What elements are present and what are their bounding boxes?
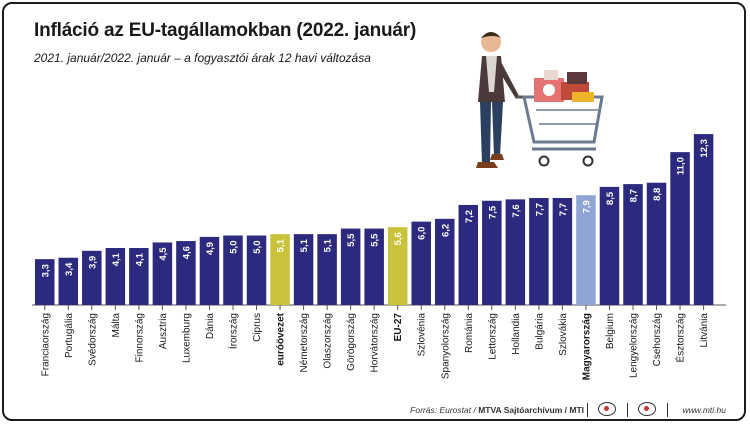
category-label: euróövezet xyxy=(276,312,287,365)
bar xyxy=(670,152,690,305)
category-label: Szlovákia xyxy=(558,313,569,356)
chart-title: Infláció az EU-tagállamokban (2022. janu… xyxy=(34,20,417,41)
bar-value-label: 4,1 xyxy=(134,252,145,266)
category-label: Írország xyxy=(226,313,239,349)
category-label: Horvátország xyxy=(370,313,381,372)
category-label: Franciaország xyxy=(40,313,51,376)
mti-logo-icon xyxy=(638,402,656,416)
bar-value-label: 8,8 xyxy=(652,188,663,201)
bar-value-label: 8,7 xyxy=(629,189,640,202)
category-label: Ausztria xyxy=(158,313,169,350)
mtva-logo-icon xyxy=(598,402,616,416)
bar xyxy=(529,197,549,305)
category-label: Lettország xyxy=(487,313,498,360)
bar xyxy=(482,200,502,305)
source-text: Forrás: Eurostat / MTVA Sajtóarchívum / … xyxy=(410,405,584,415)
chart-frame: Infláció az EU-tagállamokban (2022. janu… xyxy=(2,2,746,421)
shopper-with-cart-illustration xyxy=(476,32,604,168)
bar xyxy=(458,204,479,305)
bar-value-label: 4,9 xyxy=(205,242,216,255)
bar xyxy=(176,241,196,305)
bar xyxy=(646,182,667,305)
bar xyxy=(552,197,573,305)
bar-value-label: 7,5 xyxy=(487,205,498,219)
category-label: Finnország xyxy=(134,313,145,362)
bar xyxy=(599,186,620,306)
bar-value-label: 5,5 xyxy=(370,233,381,247)
category-label: Észtország xyxy=(674,313,687,362)
bar xyxy=(340,228,361,305)
category-label: Németország xyxy=(299,313,310,372)
bar xyxy=(246,235,267,305)
bar xyxy=(293,234,314,305)
bar xyxy=(223,235,243,305)
bar xyxy=(576,195,596,305)
category-label: Szlovénia xyxy=(417,313,428,357)
bar-value-label: 7,7 xyxy=(558,203,569,216)
chart-subtitle: 2021. január/2022. január – a fogyasztói… xyxy=(34,51,371,65)
bar xyxy=(623,184,643,305)
category-label: Svédország xyxy=(87,313,98,366)
bar-value-label: 11,0 xyxy=(676,157,687,175)
bar xyxy=(364,228,384,305)
bar-value-label: 5,1 xyxy=(276,238,287,252)
bar xyxy=(129,248,149,305)
category-label: EU-27 xyxy=(393,313,404,342)
bar-value-label: 6,0 xyxy=(417,227,428,240)
bar-value-label: 4,1 xyxy=(111,252,122,266)
bar-value-label: 3,3 xyxy=(40,264,51,277)
bar xyxy=(152,242,173,305)
bar xyxy=(270,234,290,305)
category-label: Csehország xyxy=(652,313,663,366)
category-label: Hollandia xyxy=(511,313,522,355)
footer: Forrás: Eurostat / MTVA Sajtóarchívum / … xyxy=(4,400,744,419)
bar xyxy=(35,259,55,305)
bar xyxy=(199,236,220,305)
category-label: Ciprus xyxy=(252,313,263,342)
bar xyxy=(693,134,714,305)
shopper-head-icon xyxy=(481,32,501,52)
bars-group: 3,3 Franciaország 3,4 Portugália 3,9 Svédorsz… xyxy=(32,134,726,380)
category-label: Litvánia xyxy=(699,313,710,348)
bar-value-label: 5,6 xyxy=(393,232,404,245)
bar-value-label: 4,6 xyxy=(181,246,192,259)
bar-value-label: 3,4 xyxy=(64,262,75,276)
bar xyxy=(82,250,102,305)
bar-value-label: 3,9 xyxy=(87,256,98,269)
category-label: Portugália xyxy=(64,313,75,358)
category-label: Bulgária xyxy=(534,313,545,350)
bar-value-label: 7,2 xyxy=(464,210,475,223)
bar xyxy=(505,199,526,305)
bar-value-label: 5,0 xyxy=(252,241,263,254)
category-label: Luxemburg xyxy=(181,313,192,363)
category-label: Olaszország xyxy=(323,313,334,369)
category-label: Lengyelország xyxy=(629,313,640,378)
category-label: Belgium xyxy=(605,313,616,349)
bar-value-label: 5,0 xyxy=(228,241,239,254)
bar xyxy=(58,257,79,305)
bar xyxy=(387,227,408,305)
bar-value-label: 5,1 xyxy=(323,238,334,252)
bar-value-label: 4,5 xyxy=(158,247,169,261)
bar-value-label: 8,5 xyxy=(605,191,616,205)
bar-value-label: 12,3 xyxy=(699,139,710,158)
category-label: Dánia xyxy=(205,313,216,340)
bar-chart: 3,3 Franciaország 3,4 Portugália 3,9 Svédorsz… xyxy=(32,32,726,380)
bar-value-label: 5,5 xyxy=(346,233,357,247)
bar xyxy=(105,248,126,305)
bar xyxy=(411,221,431,305)
category-label: Spanyolország xyxy=(440,313,451,379)
bar xyxy=(317,234,337,305)
bar-value-label: 7,6 xyxy=(511,204,522,217)
bar-value-label: 6,2 xyxy=(440,224,451,237)
bar-value-label: 7,7 xyxy=(534,203,545,216)
bar-value-label: 5,1 xyxy=(299,238,310,252)
website-text: www.mti.hu xyxy=(682,405,726,415)
category-label: Málta xyxy=(111,313,122,338)
bar-value-label: 7,9 xyxy=(581,200,592,213)
category-label: Románia xyxy=(464,313,475,353)
bar xyxy=(435,218,455,305)
category-label: Magyarország xyxy=(581,313,592,380)
category-label: Görögország xyxy=(346,313,357,371)
